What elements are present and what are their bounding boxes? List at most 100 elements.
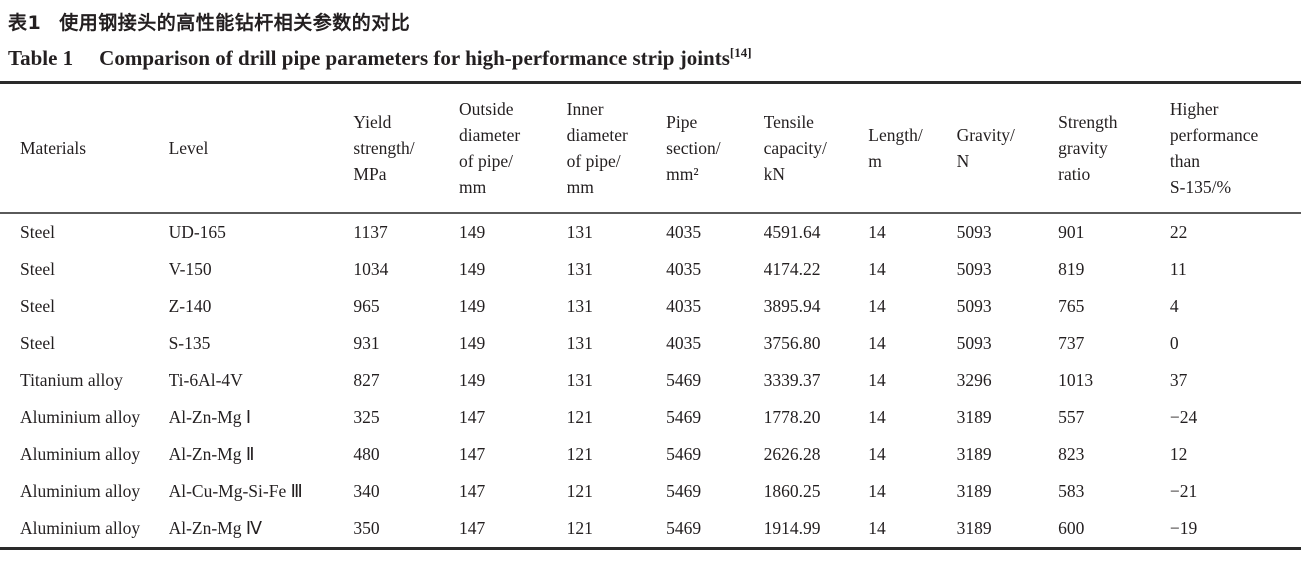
- table-row: Aluminium alloy Al-Cu-Mg-Si-Fe Ⅲ 340 147 121…: [0, 473, 1301, 510]
- table-cell: Al-Zn-Mg Ⅱ: [168, 444, 255, 464]
- table-cell: 5093: [956, 333, 992, 353]
- table-cell: 14: [868, 407, 886, 427]
- table-cell: 149: [459, 333, 486, 353]
- table-cell: 11: [1169, 259, 1187, 279]
- table-cell: Z-140: [168, 296, 212, 316]
- column-header: Level: [168, 138, 209, 158]
- table-cell: 149: [459, 296, 486, 316]
- table-cell: Aluminium alloy: [20, 518, 141, 538]
- table-cell: 121: [566, 444, 593, 464]
- table-cell: 1013: [1058, 370, 1094, 390]
- column-header: Tensile capacity/ kN: [763, 112, 827, 184]
- table-cell: 965: [353, 296, 380, 316]
- table-cell: 131: [566, 259, 593, 279]
- table-cell: 22: [1169, 222, 1188, 242]
- column-header: Yield strength/ MPa: [353, 112, 415, 184]
- table-cell: 147: [459, 407, 486, 427]
- table-cell: 5469: [666, 481, 702, 501]
- table-row: Aluminium alloy Al-Zn-Mg Ⅰ 325 147 121 5469 17…: [0, 399, 1301, 436]
- table-cell: Al-Zn-Mg Ⅰ: [168, 407, 252, 427]
- table-header: Materials Level Yield strength/ MPa Outside…: [0, 83, 1301, 214]
- table-cell: 480: [353, 444, 380, 464]
- table-caption-zh: 表1 使用钢接头的高性能钻杆相关参数的对比: [8, 8, 1301, 35]
- table-cell: 737: [1058, 333, 1085, 353]
- column-header: Outside diameter of pipe/ mm: [459, 99, 521, 197]
- table-cell: 3189: [956, 444, 992, 464]
- table-row: Aluminium alloy Al-Zn-Mg Ⅳ 350 147 121 5469 19…: [0, 510, 1301, 549]
- table-cell: 121: [566, 481, 593, 501]
- table-cell: 3189: [956, 481, 992, 501]
- drill-pipe-parameters-table: Materials Level Yield strength/ MPa Outside…: [0, 81, 1301, 550]
- table-cell: 901: [1058, 222, 1085, 242]
- table-cell: 14: [868, 259, 886, 279]
- table-cell: 1914.99: [763, 518, 821, 538]
- column-header: Materials: [20, 138, 87, 158]
- table-cell: 14: [868, 296, 886, 316]
- table-row: Steel V-150 1034 149 131 4035 4174.22 14 5093 819…: [0, 251, 1301, 288]
- table-cell: 4: [1169, 296, 1179, 316]
- column-header: Inner diameter of pipe/ mm: [566, 99, 628, 197]
- table-cell: 3189: [956, 407, 992, 427]
- table-cell: 14: [868, 444, 886, 464]
- table-caption-zh-label: 表1: [8, 12, 42, 34]
- table-cell: 131: [566, 296, 593, 316]
- table-cell: 4174.22: [763, 259, 821, 279]
- table-cell: 5469: [666, 444, 702, 464]
- table-header-row: Materials Level Yield strength/ MPa Outside…: [0, 83, 1301, 214]
- table-cell: 0: [1169, 333, 1179, 353]
- table-cell: 557: [1058, 407, 1085, 427]
- table-cell: 1137: [353, 222, 388, 242]
- table-cell: UD-165: [168, 222, 226, 242]
- table-cell: 131: [566, 333, 593, 353]
- table-cell: 5093: [956, 259, 992, 279]
- table-cell: 819: [1058, 259, 1085, 279]
- table-caption-en-label: Table 1: [8, 46, 74, 70]
- table-cell: 121: [566, 407, 593, 427]
- table-cell: 5093: [956, 296, 992, 316]
- table-cell: 325: [353, 407, 380, 427]
- table-cell: 4591.64: [763, 222, 821, 242]
- column-header: Pipe section/ mm²: [666, 112, 721, 184]
- table-cell: 14: [868, 518, 886, 538]
- table-cell: 2626.28: [763, 444, 821, 464]
- table-cell: 827: [353, 370, 380, 390]
- table-cell: Al-Zn-Mg Ⅳ: [168, 518, 263, 538]
- table-row: Aluminium alloy Al-Zn-Mg Ⅱ 480 147 121 5469 26…: [0, 436, 1301, 473]
- table-cell: 147: [459, 481, 486, 501]
- table-cell: 3756.80: [763, 333, 821, 353]
- table-cell: 147: [459, 518, 486, 538]
- table-cell: 147: [459, 444, 486, 464]
- table-cell: −21: [1169, 481, 1198, 501]
- table-cell: 5093: [956, 222, 992, 242]
- table-cell: 1034: [353, 259, 389, 279]
- table-cell: Steel: [20, 259, 55, 279]
- table-cell: Aluminium alloy: [20, 481, 141, 501]
- table-cell: 823: [1058, 444, 1085, 464]
- table-cell: 600: [1058, 518, 1085, 538]
- table-cell: 3296: [956, 370, 992, 390]
- table-caption-reference: [14]: [729, 45, 752, 60]
- table-cell: Steel: [20, 333, 55, 353]
- table-cell: 131: [566, 222, 593, 242]
- table-cell: 583: [1058, 481, 1085, 501]
- table-cell: 1860.25: [763, 481, 821, 501]
- table-cell: 4035: [666, 333, 702, 353]
- table-cell: −19: [1169, 518, 1198, 538]
- table-cell: 3895.94: [763, 296, 821, 316]
- table-row: Steel Z-140 965 149 131 4035 3895.94 14 5093 765 4: [0, 288, 1301, 325]
- column-header: Strength gravity ratio: [1058, 112, 1118, 184]
- table-cell: 121: [566, 518, 593, 538]
- table-cell: 3189: [956, 518, 992, 538]
- table-cell: 4035: [666, 259, 702, 279]
- table-cell: 4035: [666, 222, 702, 242]
- table-cell: 37: [1169, 370, 1188, 390]
- table-caption-zh-text: 使用钢接头的高性能钻杆相关参数的对比: [59, 12, 411, 34]
- table-row: Titanium alloy Ti-6Al-4V 827 149 131 5469 3339…: [0, 362, 1301, 399]
- table-cell: 1778.20: [763, 407, 821, 427]
- column-header: Length/ m: [868, 125, 923, 171]
- column-header: Gravity/ N: [956, 125, 1015, 171]
- table-body: Steel UD-165 1137 149 131 4035 4591.64 14 5093 90…: [0, 213, 1301, 549]
- table-cell: V-150: [168, 259, 212, 279]
- table-cell: −24: [1169, 407, 1198, 427]
- table-cell: 931: [353, 333, 380, 353]
